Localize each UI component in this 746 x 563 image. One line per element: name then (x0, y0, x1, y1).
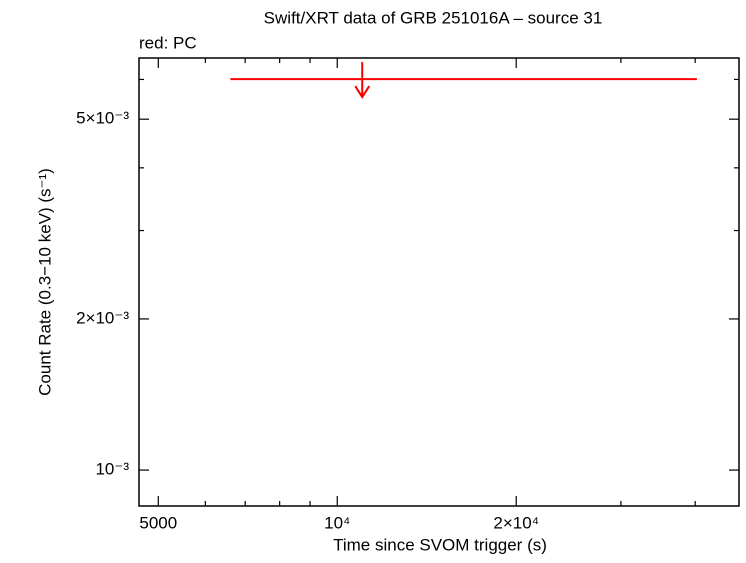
y-tick-label: 2×10⁻³ (76, 308, 129, 327)
plot-frame (138, 57, 740, 507)
upper-limit-arrow (354, 62, 371, 99)
x-tick-label: 10⁴ (324, 513, 350, 532)
y-tick-label: 10⁻³ (95, 460, 129, 479)
y-axis-label: Count Rate (0.3−10 keV) (s⁻¹) (35, 168, 54, 396)
x-tick-label: 5000 (139, 513, 177, 532)
x-axis-label: Time since SVOM trigger (s) (333, 535, 547, 554)
x-tick-label: 2×10⁴ (493, 513, 539, 532)
annotation: red: PC (139, 33, 197, 52)
y-tick-label: 5×10⁻³ (76, 109, 129, 128)
chart-title: Swift/XRT data of GRB 251016A – source 3… (264, 8, 603, 27)
